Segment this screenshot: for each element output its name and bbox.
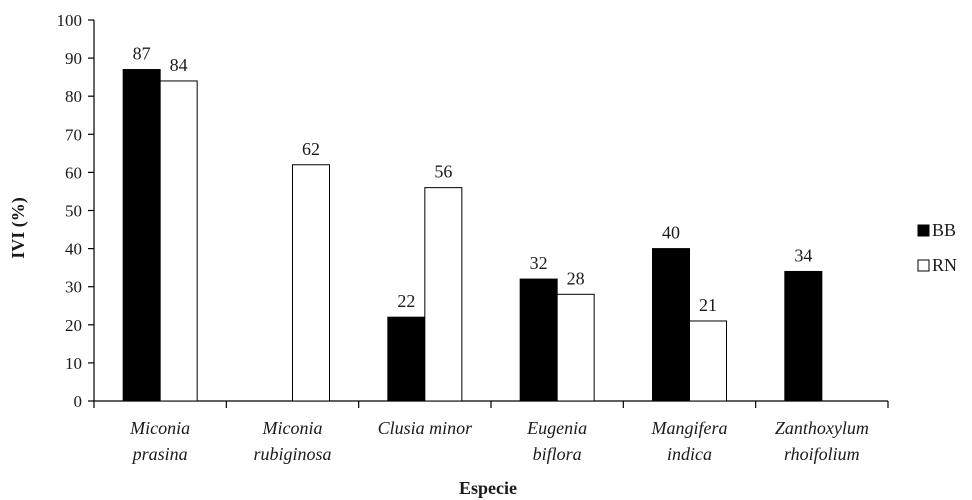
y-tick-label: 40 — [65, 240, 82, 259]
x-category-label: indica — [667, 444, 712, 464]
bar-bb — [387, 316, 426, 402]
y-axis-title: IVI (%) — [8, 197, 29, 259]
x-category-label: Miconia — [262, 418, 323, 438]
x-axis: Miconia prasina Miconia rubiginosa Clusia mi… — [93, 400, 889, 464]
bar-value-label: 56 — [434, 162, 452, 182]
bar-rn — [556, 293, 595, 402]
x-category-label: Miconia — [129, 418, 190, 438]
bar-rn — [424, 187, 463, 402]
bar-rn — [159, 80, 198, 402]
legend: BB RN — [917, 220, 957, 275]
y-tick-label: 70 — [65, 125, 82, 144]
bar-bb — [652, 248, 690, 402]
y-tick-label: 0 — [74, 392, 83, 411]
y-tick-label: 90 — [65, 49, 82, 68]
bar-bb — [519, 278, 558, 402]
x-category-label: Eugenia — [526, 418, 587, 438]
x-category-label: prasina — [131, 444, 188, 464]
x-axis-title: Especie — [459, 478, 517, 498]
y-axis: 0 10 20 30 40 50 60 70 80 90 100 — [57, 11, 95, 411]
bar-value-label: 84 — [170, 55, 188, 75]
y-tick-label: 10 — [65, 354, 82, 373]
legend-label-bb: BB — [932, 220, 956, 240]
x-category-label: Zanthoxylum — [775, 418, 869, 438]
y-tick-label: 80 — [65, 87, 82, 106]
bar-value-label: 28 — [567, 268, 585, 288]
x-category-label: Clusia minor — [378, 418, 474, 438]
y-tick-label: 60 — [65, 163, 82, 182]
x-category-label: rhoifolium — [784, 444, 860, 464]
y-tick-label: 100 — [57, 11, 83, 30]
x-category-label: rubiginosa — [253, 444, 331, 464]
x-category-label: biflora — [533, 444, 582, 464]
y-tick-label: 30 — [65, 278, 82, 297]
legend-swatch-bb — [917, 224, 930, 237]
bar-value-label: 62 — [302, 139, 320, 159]
bar-bb — [784, 270, 823, 402]
bar-value-label: 40 — [662, 223, 680, 243]
x-category-label: Mangifera — [651, 418, 728, 438]
bar-value-label: 21 — [699, 295, 717, 315]
legend-swatch-rn — [917, 259, 930, 272]
bar-value-label: 32 — [530, 253, 548, 273]
data-labels: 87 84 62 22 56 32 28 40 21 34 — [133, 44, 813, 315]
legend-label-rn: RN — [932, 255, 957, 275]
bar-rn — [689, 320, 727, 402]
bar-rn — [292, 164, 330, 402]
bar-value-label: 87 — [133, 44, 151, 64]
y-tick-label: 50 — [65, 202, 82, 221]
y-tick-label: 20 — [65, 316, 82, 335]
bars — [122, 69, 823, 402]
bar-bb — [122, 69, 161, 402]
bar-value-label: 34 — [794, 245, 812, 265]
bar-value-label: 22 — [397, 291, 415, 311]
